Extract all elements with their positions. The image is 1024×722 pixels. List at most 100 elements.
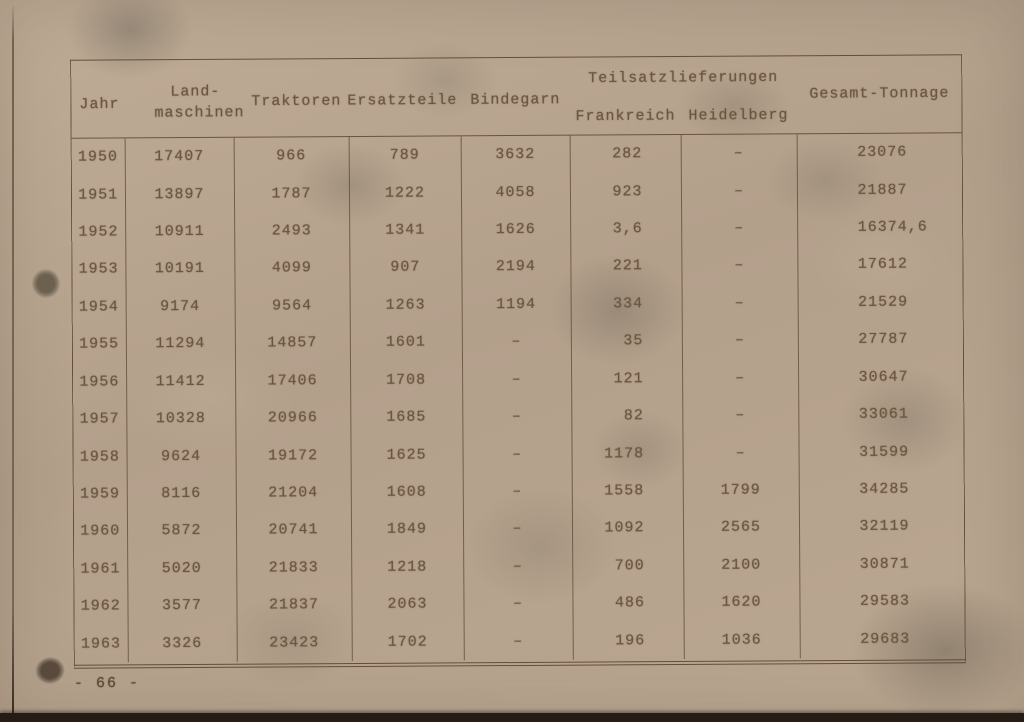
gesamt-tonnage-cell: 17612	[797, 245, 963, 284]
gesamt-tonnage-cell: 31599	[798, 432, 964, 472]
bindegarn-cell: –	[462, 435, 572, 474]
traktoren-cell: 19172	[235, 436, 351, 475]
heidelberg-cell: –	[680, 134, 797, 173]
gesamt-tonnage-cell: 29583	[799, 582, 965, 621]
table-row: 1951 13897 1787 1222 4058 923 – 21887	[72, 170, 963, 214]
heidelberg-cell: –	[681, 283, 798, 323]
bindegarn-cell: –	[462, 397, 572, 436]
landmaschinen-cell: 3326	[127, 624, 237, 663]
bindegarn-cell: 4058	[460, 173, 571, 212]
traktoren-cell: 21837	[236, 586, 352, 625]
table-body-grid: 1950 17407 966 789 3632 282 – 23076 1951…	[72, 133, 965, 663]
ersatzteile-cell: 1708	[349, 360, 463, 399]
heidelberg-cell: 2565	[682, 508, 800, 547]
bindegarn-cell: –	[463, 622, 573, 661]
bindegarn-cell: –	[461, 322, 571, 361]
year-cell: 1953	[78, 260, 119, 279]
bindegarn-cell: 2194	[461, 247, 571, 287]
landmaschinen-cell: 10911	[125, 212, 235, 251]
table-row: 1959 8116 21204 1608 – 1558 1799 34285	[74, 470, 964, 513]
header-landmaschinen-line2: maschinen	[154, 104, 245, 122]
bindegarn-cell: 3632	[460, 135, 570, 174]
header-heidelberg: Heidelberg	[688, 106, 789, 125]
landmaschinen-cell: 9624	[126, 437, 236, 476]
bindegarn-cell: –	[461, 360, 572, 399]
heidelberg-cell: 1799	[682, 471, 799, 510]
bindegarn-cell: –	[463, 584, 573, 623]
landmaschinen-cell: 11294	[125, 324, 235, 363]
traktoren-cell: 14857	[234, 324, 350, 363]
header-gesamt-tonnage: Gesamt-Tonnage	[809, 84, 950, 103]
year-cell: 1954	[78, 298, 119, 316]
bindegarn-cell: 1194	[461, 285, 571, 324]
frankreich-cell: 121	[570, 359, 683, 398]
gesamt-tonnage-cell: 33061	[798, 395, 964, 434]
year-cell: 1958	[79, 448, 120, 466]
traktoren-cell: 20966	[235, 398, 351, 438]
traktoren-cell: 966	[233, 137, 349, 176]
frankreich-cell: 1558	[571, 471, 683, 510]
heidelberg-cell: –	[682, 396, 799, 435]
ersatzteile-cell: 1702	[351, 622, 464, 662]
gesamt-tonnage-cell: 30647	[797, 357, 964, 397]
gesamt-tonnage-cell: 21529	[797, 282, 963, 322]
header-teilsatzlieferungen: Teilsatzlieferungen	[588, 68, 779, 88]
frankreich-cell: 35	[570, 322, 682, 361]
ersatzteile-cell: 1608	[350, 473, 463, 512]
frankreich-cell: 82	[571, 396, 683, 436]
bindegarn-cell: –	[463, 547, 573, 586]
year-cell: 1956	[79, 373, 120, 391]
year-cell: 1960	[80, 522, 121, 541]
landmaschinen-cell: 5020	[127, 549, 237, 588]
frankreich-cell: 700	[572, 546, 684, 585]
frankreich-cell: 923	[569, 172, 682, 211]
bindegarn-cell: –	[462, 472, 572, 511]
traktoren-cell: 23423	[236, 623, 352, 662]
heidelberg-cell: –	[680, 171, 798, 210]
traktoren-cell: 20741	[235, 511, 352, 550]
year-cell: 1961	[80, 560, 121, 578]
frankreich-cell: 221	[570, 247, 682, 286]
heidelberg-cell: 1620	[683, 583, 800, 622]
frankreich-cell: 1092	[571, 509, 684, 548]
header-frankreich: Frankreich	[575, 107, 676, 126]
landmaschinen-cell: 13897	[124, 175, 235, 214]
header-traktoren: Traktoren	[251, 92, 342, 111]
scan-edge-strip	[0, 713, 1024, 722]
year-cell: 1951	[78, 186, 119, 204]
traktoren-cell: 4099	[234, 249, 350, 288]
gesamt-tonnage-cell: 27787	[797, 320, 963, 359]
hole-punch-bottom	[31, 652, 69, 689]
heidelberg-cell: –	[681, 246, 798, 285]
traktoren-cell: 2493	[234, 211, 350, 250]
traktoren-cell: 21833	[236, 548, 352, 587]
header-landmaschinen-line1: Land-	[170, 83, 221, 101]
frankreich-cell: 196	[572, 621, 684, 660]
table-row: 1963 3326 23423 1702 – 196 1036 29683	[75, 619, 965, 663]
ersatzteile-cell: 1685	[350, 398, 463, 437]
ersatzteile-cell: 1341	[349, 211, 462, 250]
gesamt-tonnage-cell: 21887	[796, 170, 963, 210]
page-number: - 66 -	[73, 674, 141, 693]
table-row: 1954 9174 9564 1263 1194 334 – 21529	[73, 282, 963, 326]
table-row: 1957 10328 20966 1685 – 82 – 33061	[73, 395, 964, 438]
landmaschinen-cell: 3577	[127, 586, 237, 625]
bindegarn-cell: –	[462, 509, 573, 548]
year-cell: 1962	[80, 597, 121, 615]
gesamt-tonnage-cell: 29683	[799, 619, 965, 659]
table-row: 1952 10911 2493 1341 1626 3,6 – 16374,6	[72, 208, 963, 251]
ersatzteile-cell: 789	[348, 136, 461, 175]
ersatzteile-cell: 1222	[348, 173, 462, 212]
heidelberg-cell: 1036	[683, 620, 800, 659]
gesamt-tonnage-cell: 34285	[798, 470, 964, 509]
frankreich-cell: 334	[570, 284, 682, 323]
table-row: 1955 11294 14857 1601 – 35 – 27787	[73, 320, 963, 363]
frankreich-cell: 3,6	[570, 209, 682, 248]
delivery-tonnage-table: Jahr Land- maschinen Traktoren Ersatztei…	[70, 54, 966, 669]
bindegarn-cell: 1626	[461, 210, 571, 249]
heidelberg-cell: –	[681, 321, 798, 360]
header-jahr: Jahr	[79, 95, 120, 114]
traktoren-cell: 17406	[234, 361, 351, 400]
table-row: 1962 3577 21837 2063 – 486 1620 29583	[74, 582, 965, 625]
gesamt-tonnage-cell: 30871	[799, 544, 965, 584]
